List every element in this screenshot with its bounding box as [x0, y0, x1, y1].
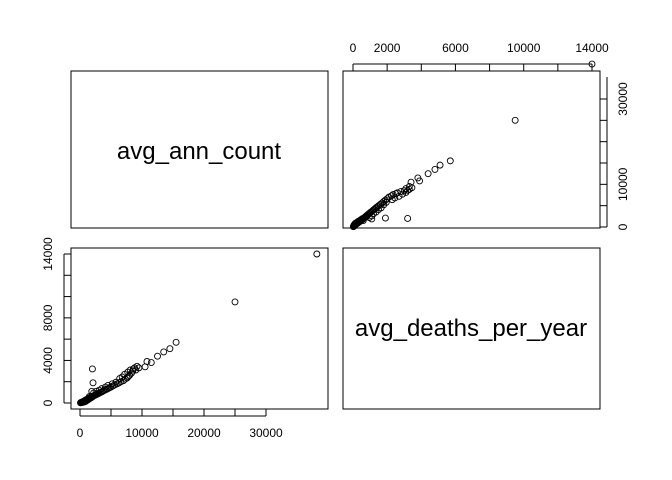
- data-point: [400, 187, 408, 195]
- diag-label-avg-deaths-per-year: avg_deaths_per_year: [355, 315, 587, 342]
- top-tick-label: 6000: [442, 41, 469, 55]
- data-point: [231, 298, 239, 306]
- data-point: [382, 198, 390, 206]
- right-axis: 0 10000 30000: [600, 77, 630, 230]
- data-point: [89, 392, 97, 400]
- data-point: [143, 358, 151, 365]
- data-point: [511, 116, 519, 124]
- data-point: [402, 188, 410, 196]
- bottom-axis: 0 10000 20000 30000: [77, 409, 283, 440]
- data-point: [368, 212, 376, 220]
- data-point: [395, 192, 403, 200]
- bottom-tick-label: 0: [77, 426, 84, 440]
- data-point: [408, 184, 416, 192]
- data-point: [436, 161, 444, 169]
- bottom-tick-label: 10000: [125, 426, 159, 440]
- data-point: [108, 380, 116, 388]
- data-point: [147, 359, 155, 367]
- top-tick-label: 2000: [374, 41, 401, 55]
- panel-diagonal-top-left: [70, 70, 329, 229]
- right-tick-label: 10000: [616, 167, 630, 201]
- bottom-tick-label: 30000: [249, 426, 283, 440]
- data-point: [588, 60, 596, 68]
- data-point: [104, 381, 112, 389]
- left-tick-label: 4000: [41, 347, 55, 374]
- data-point: [126, 366, 134, 374]
- data-point: [446, 157, 454, 165]
- bottom-tick-label: 20000: [187, 426, 221, 440]
- data-point: [115, 379, 123, 387]
- left-axis: 0 4000 8000 14000: [41, 237, 71, 406]
- data-point: [89, 379, 97, 387]
- panel-diagonal-bottom-right: [342, 247, 601, 410]
- data-point: [399, 190, 406, 198]
- left-tick-label: 14000: [41, 237, 55, 271]
- data-point: [404, 215, 412, 222]
- data-point: [166, 345, 174, 353]
- top-tick-label: 0: [350, 41, 357, 55]
- data-point: [112, 378, 120, 386]
- diag-label-avg-ann-count: avg_ann_count: [117, 138, 281, 165]
- data-point: [360, 214, 368, 222]
- top-axis: 0 2000 6000 10000 14000: [350, 41, 609, 71]
- data-point: [431, 165, 439, 173]
- left-tick-label: 0: [41, 399, 55, 406]
- data-point: [387, 192, 395, 200]
- data-point: [98, 385, 106, 393]
- scatter-points-top-right: [349, 60, 596, 231]
- data-point: [313, 250, 321, 258]
- top-tick-label: 14000: [575, 41, 609, 55]
- left-tick-label: 8000: [41, 304, 55, 331]
- data-point: [133, 362, 141, 370]
- data-point: [414, 174, 422, 182]
- top-tick-label: 10000: [507, 41, 541, 55]
- data-point: [89, 393, 97, 401]
- panel-scatter-bottom-left: [70, 247, 329, 410]
- panel-scatter-top-right: [342, 70, 601, 229]
- data-point: [172, 338, 180, 346]
- right-tick-label: 0: [616, 223, 630, 230]
- data-point: [391, 194, 399, 202]
- data-point: [160, 348, 168, 356]
- data-point: [88, 365, 96, 373]
- data-point: [381, 214, 389, 222]
- right-tick-label: 30000: [616, 82, 630, 116]
- data-point: [154, 352, 161, 360]
- data-point: [424, 170, 432, 178]
- scatter-points-bottom-left: [77, 250, 321, 407]
